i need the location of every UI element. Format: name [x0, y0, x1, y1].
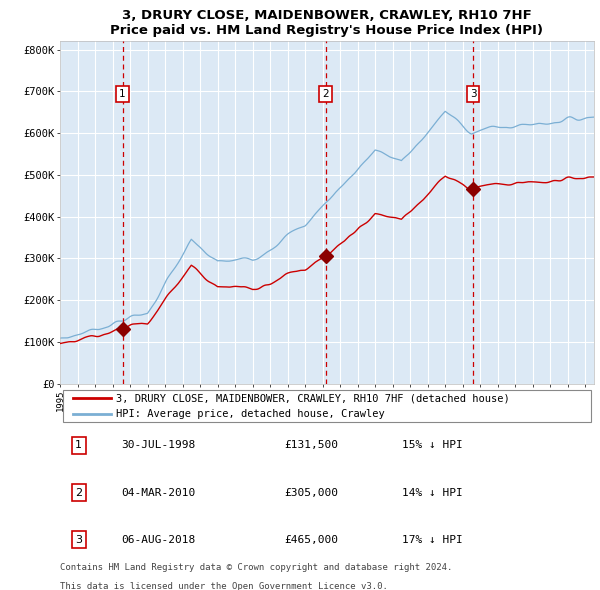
Text: 3, DRURY CLOSE, MAIDENBOWER, CRAWLEY, RH10 7HF (detached house): 3, DRURY CLOSE, MAIDENBOWER, CRAWLEY, RH… [116, 394, 510, 404]
Text: This data is licensed under the Open Government Licence v3.0.: This data is licensed under the Open Gov… [60, 582, 388, 590]
Text: 1: 1 [119, 89, 126, 99]
Text: 3: 3 [470, 89, 476, 99]
Text: 14% ↓ HPI: 14% ↓ HPI [402, 488, 463, 497]
Text: 1: 1 [75, 441, 82, 450]
Text: £465,000: £465,000 [284, 535, 338, 545]
Text: HPI: Average price, detached house, Crawley: HPI: Average price, detached house, Craw… [116, 409, 385, 419]
Text: £305,000: £305,000 [284, 488, 338, 497]
Text: 06-AUG-2018: 06-AUG-2018 [121, 535, 196, 545]
Text: 2: 2 [75, 488, 82, 497]
Text: 15% ↓ HPI: 15% ↓ HPI [402, 441, 463, 450]
Text: 2: 2 [322, 89, 329, 99]
Title: 3, DRURY CLOSE, MAIDENBOWER, CRAWLEY, RH10 7HF
Price paid vs. HM Land Registry's: 3, DRURY CLOSE, MAIDENBOWER, CRAWLEY, RH… [110, 9, 544, 37]
Text: 17% ↓ HPI: 17% ↓ HPI [402, 535, 463, 545]
Text: £131,500: £131,500 [284, 441, 338, 450]
Text: 04-MAR-2010: 04-MAR-2010 [121, 488, 196, 497]
Text: 30-JUL-1998: 30-JUL-1998 [121, 441, 196, 450]
Text: Contains HM Land Registry data © Crown copyright and database right 2024.: Contains HM Land Registry data © Crown c… [60, 563, 452, 572]
Text: 3: 3 [75, 535, 82, 545]
